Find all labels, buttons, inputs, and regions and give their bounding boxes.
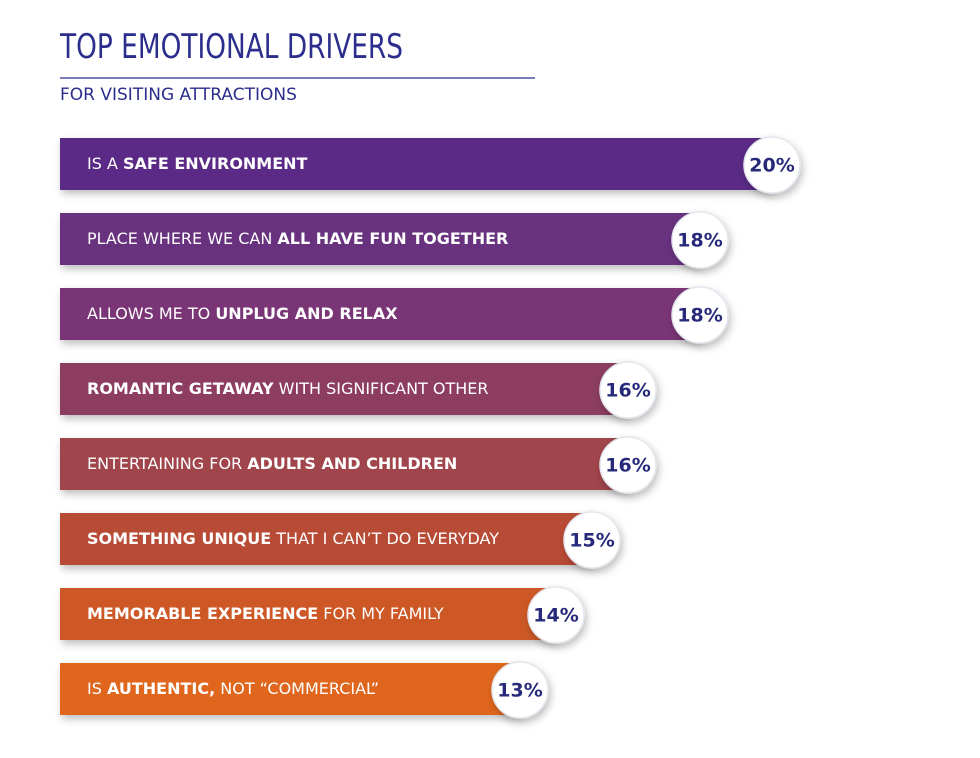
label-part: UNPLUG AND RELAX (215, 304, 398, 323)
label-part: WITH SIGNIFICANT OTHER (274, 379, 489, 398)
value-label: 18% (677, 305, 722, 327)
chart-subtitle: FOR VISITING ATTRACTIONS (60, 85, 297, 105)
bar (60, 213, 700, 265)
value-badge (599, 436, 657, 494)
bar-label: IS AUTHENTIC, NOT “COMMERCIAL” (87, 679, 379, 698)
label-part: ROMANTIC GETAWAY (87, 379, 274, 398)
bar-label: ROMANTIC GETAWAY WITH SIGNIFICANT OTHER (87, 379, 489, 398)
value-badge (671, 211, 729, 269)
label-part: ADULTS AND CHILDREN (247, 454, 457, 473)
value-badge (599, 361, 657, 419)
label-part: MEMORABLE EXPERIENCE (87, 604, 318, 623)
value-label: 14% (533, 605, 578, 627)
label-part: FOR MY FAMILY (318, 604, 444, 623)
bar (60, 138, 772, 190)
label-part: ALLOWS ME TO (87, 304, 215, 323)
value-badge (491, 661, 549, 719)
label-part: THAT I CAN’T DO EVERYDAY (271, 529, 499, 548)
value-badge (743, 136, 801, 194)
label-part: SAFE ENVIRONMENT (123, 154, 308, 173)
value-label: 16% (605, 455, 650, 477)
label-part: PLACE WHERE WE CAN (87, 229, 277, 248)
bar-label: ENTERTAINING FOR ADULTS AND CHILDREN (87, 454, 457, 473)
bar (60, 363, 628, 415)
bar-label: MEMORABLE EXPERIENCE FOR MY FAMILY (87, 604, 444, 623)
bar (60, 288, 700, 340)
value-badge (527, 586, 585, 644)
value-badge (671, 286, 729, 344)
bar (60, 513, 592, 565)
label-part: IS (87, 679, 107, 698)
bar (60, 438, 628, 490)
value-label: 18% (677, 230, 722, 252)
value-label: 15% (569, 530, 614, 552)
label-part: AUTHENTIC, (107, 679, 215, 698)
bar (60, 588, 556, 640)
value-label: 13% (497, 680, 542, 702)
bar-label: ALLOWS ME TO UNPLUG AND RELAX (87, 304, 398, 323)
bar-label: IS A SAFE ENVIRONMENT (87, 154, 308, 173)
label-part: IS A (87, 154, 123, 173)
value-label: 20% (749, 155, 794, 177)
label-part: ENTERTAINING FOR (87, 454, 247, 473)
label-part: ALL HAVE FUN TOGETHER (277, 229, 508, 248)
label-part: SOMETHING UNIQUE (87, 529, 271, 548)
label-part: NOT “COMMERCIAL” (215, 679, 379, 698)
value-label: 16% (605, 380, 650, 402)
bar-label: SOMETHING UNIQUE THAT I CAN’T DO EVERYDA… (87, 529, 499, 548)
chart-title: TOP EMOTIONAL DRIVERS (59, 27, 403, 67)
bar (60, 663, 520, 715)
value-badge (563, 511, 621, 569)
bar-label: PLACE WHERE WE CAN ALL HAVE FUN TOGETHER (87, 229, 508, 248)
